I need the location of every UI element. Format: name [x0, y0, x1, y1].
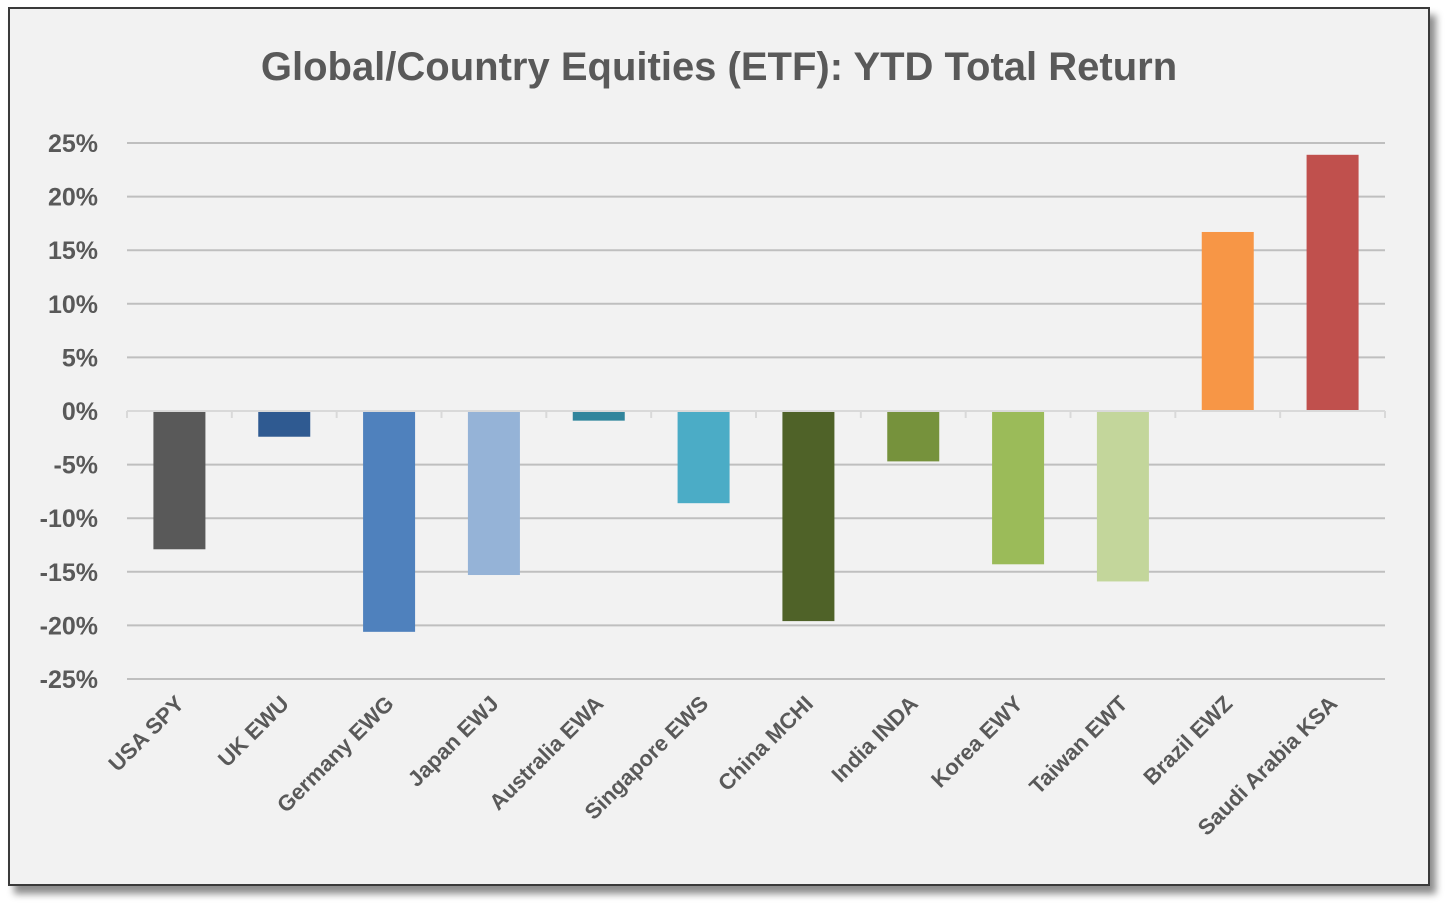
- bar: [363, 411, 416, 632]
- bar: [1306, 154, 1359, 412]
- x-tick-label: Japan EWJ: [403, 691, 504, 792]
- x-tick-label: Taiwan EWT: [1024, 690, 1133, 799]
- y-tick-label: 0%: [62, 398, 98, 426]
- bar: [572, 411, 625, 421]
- y-tick-label: -10%: [40, 505, 98, 533]
- y-tick-label: -5%: [54, 452, 98, 480]
- bar: [258, 411, 311, 437]
- bar: [887, 411, 940, 462]
- bar: [782, 411, 835, 622]
- y-tick-label: 15%: [48, 237, 98, 265]
- x-tick-label: UK EWU: [213, 691, 294, 772]
- x-tick-label: USA SPY: [104, 691, 190, 777]
- x-tick-label: India INDA: [826, 691, 922, 787]
- x-tick-label: Korea EWY: [926, 691, 1028, 793]
- bar: [677, 411, 730, 504]
- bar: [1096, 411, 1149, 582]
- x-tick-label: China MCHI: [713, 691, 818, 796]
- bar: [153, 411, 206, 550]
- chart-title: Global/Country Equities (ETF): YTD Total…: [260, 45, 1178, 89]
- y-tick-label: 10%: [48, 291, 98, 319]
- bar: [467, 411, 520, 576]
- bar: [1201, 231, 1254, 411]
- y-tick-label: -25%: [40, 666, 98, 694]
- y-tick-label: -15%: [40, 559, 98, 587]
- bar: [992, 411, 1045, 565]
- y-tick-label: -20%: [40, 612, 98, 640]
- chart-frame: Global/Country Equities (ETF): YTD Total…: [8, 7, 1430, 886]
- y-tick-label: 20%: [48, 184, 98, 212]
- y-tick-label: 25%: [48, 130, 98, 158]
- y-tick-label: 5%: [62, 344, 98, 372]
- x-tick-label: Brazil EWZ: [1138, 691, 1237, 790]
- chart-plot: 25% 20% 15% 10% 5% 0% -5% -10% -15% -20% -25%USA S…: [40, 130, 1386, 840]
